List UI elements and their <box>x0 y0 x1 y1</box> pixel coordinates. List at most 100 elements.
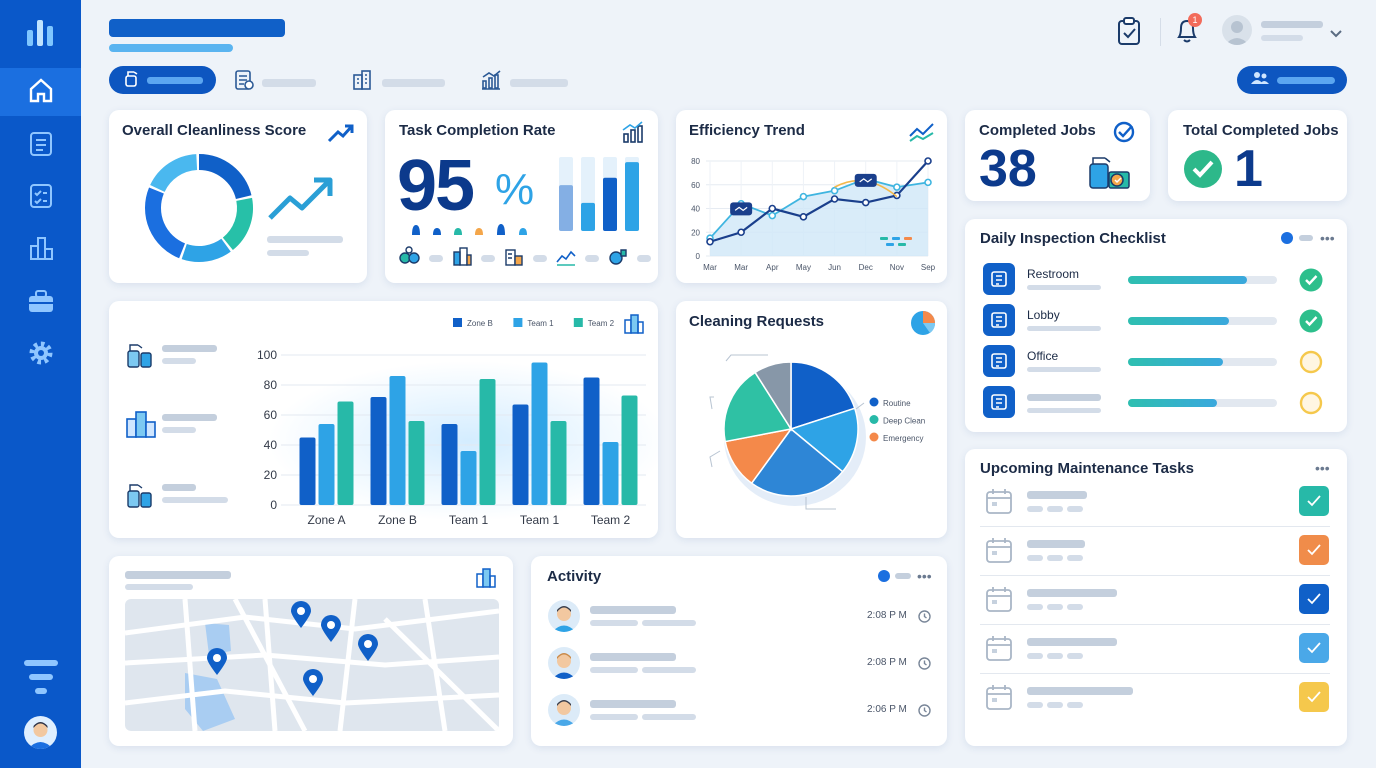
metric-label <box>162 484 196 491</box>
completion-bars <box>559 157 639 231</box>
task-title <box>1027 589 1117 597</box>
checklist-row[interactable] <box>965 386 1347 422</box>
filter-icon[interactable] <box>23 658 59 703</box>
site-map[interactable] <box>125 599 499 731</box>
sidebar-item-checklist[interactable] <box>0 173 81 221</box>
check-circle-icon[interactable] <box>1299 268 1323 297</box>
progress-track <box>1128 399 1277 407</box>
more-icon[interactable]: ••• <box>1320 230 1335 246</box>
maintenance-task-row[interactable] <box>965 485 1347 534</box>
maintenance-task-row[interactable] <box>965 534 1347 583</box>
briefcase-icon <box>27 288 55 319</box>
pending-circle-icon[interactable] <box>1299 350 1323 379</box>
series-point <box>737 228 745 237</box>
map-pin-icon[interactable] <box>303 669 323 702</box>
task-action-icon[interactable] <box>1299 584 1329 614</box>
donut-segment <box>145 187 186 259</box>
more-icon[interactable]: ••• <box>1315 460 1330 476</box>
user-avatar[interactable] <box>1222 15 1252 45</box>
maintenance-task-row[interactable] <box>965 681 1347 730</box>
sidebar-item-settings[interactable] <box>0 331 81 379</box>
office-icon <box>503 246 525 271</box>
sidebar-item-facilities[interactable] <box>0 226 81 274</box>
bell-icon[interactable] <box>1174 14 1202 51</box>
task-action-icon[interactable] <box>1299 486 1329 516</box>
building-icon <box>125 409 157 444</box>
pending-circle-icon[interactable] <box>1299 391 1323 420</box>
checklist-row[interactable]: Restroom <box>965 263 1347 299</box>
progress-fill <box>1128 317 1230 325</box>
legend-swatch <box>898 243 906 246</box>
check-circle-icon[interactable] <box>1299 309 1323 338</box>
tab-overview[interactable] <box>109 66 216 94</box>
checklist-row[interactable]: Office <box>965 345 1347 381</box>
more-icon[interactable]: ••• <box>917 568 932 584</box>
map-pin-icon[interactable] <box>321 615 341 648</box>
activity-item[interactable]: 2:08 P M <box>531 600 947 640</box>
avatar[interactable] <box>24 716 57 749</box>
clipboard-check-icon[interactable] <box>1116 16 1142 51</box>
card-title: Efficiency Trend <box>689 122 805 139</box>
tab-reports[interactable] <box>234 69 316 96</box>
pager-dot[interactable] <box>1299 235 1313 241</box>
bar <box>531 362 548 505</box>
tab-analytics[interactable] <box>480 69 568 96</box>
map-pin-icon[interactable] <box>207 648 227 681</box>
y-tick-label: 20 <box>264 468 278 482</box>
sidebar-item-home[interactable] <box>0 68 81 116</box>
progress-fill <box>1128 276 1248 284</box>
spray-bottle-icon <box>125 479 155 514</box>
maintenance-task-row[interactable] <box>965 632 1347 681</box>
series-point <box>799 192 808 201</box>
metric-label <box>162 414 217 421</box>
activity-time: 2:06 P M <box>867 704 907 715</box>
pager-dot-active[interactable] <box>1281 232 1293 244</box>
activity-item[interactable]: 2:06 P M <box>531 694 947 734</box>
task-action-icon[interactable] <box>1299 633 1329 663</box>
card-title: Task Completion Rate <box>399 122 556 139</box>
team-button[interactable] <box>1237 66 1347 94</box>
completion-bar <box>603 177 617 231</box>
pie-slice <box>789 407 859 473</box>
pie-slice <box>790 361 856 431</box>
completion-bar <box>581 202 595 231</box>
pie-chart-icon <box>910 310 936 341</box>
task-action-icon[interactable] <box>1299 535 1329 565</box>
legend-label: Team 2 <box>588 319 615 328</box>
user-role <box>1261 35 1303 41</box>
legend-swatch <box>573 318 583 327</box>
x-tick-label: Zone A <box>307 513 345 527</box>
inspection-checklist-card: Daily Inspection Checklist ••• Restroom … <box>965 219 1347 432</box>
tab-facilities[interactable] <box>352 69 445 96</box>
card-title: Cleaning Requests <box>689 313 825 330</box>
score-sublabel <box>267 250 309 256</box>
task-title <box>1027 540 1085 548</box>
chevron-down-icon[interactable] <box>1330 25 1342 43</box>
activity-item[interactable]: 2:08 P M <box>531 647 947 687</box>
series-area <box>710 178 928 256</box>
building-icon <box>352 69 374 96</box>
restroom-icon <box>983 263 1015 295</box>
bar <box>389 376 406 505</box>
legend-swatch <box>904 237 912 240</box>
calendar-icon <box>985 487 1013 520</box>
sidebar-item-tasks[interactable] <box>0 121 81 169</box>
pie-slice <box>754 361 792 432</box>
chart-icon <box>480 69 502 96</box>
map-pin-icon[interactable] <box>291 601 311 634</box>
x-tick-label: Mar <box>734 263 748 272</box>
avatar <box>548 600 580 632</box>
checklist-row[interactable]: Lobby <box>965 304 1347 340</box>
task-action-icon[interactable] <box>1299 682 1329 712</box>
user-name <box>1261 21 1323 28</box>
x-tick-label: Team 1 <box>520 513 560 527</box>
maintenance-task-row[interactable] <box>965 583 1347 632</box>
gear-icon <box>27 339 55 372</box>
pager-dot[interactable] <box>895 573 911 579</box>
sidebar-item-jobs[interactable] <box>0 279 81 327</box>
trend-line-icon <box>908 120 936 147</box>
building-icon <box>623 313 645 340</box>
series-point <box>830 195 839 203</box>
map-pin-icon[interactable] <box>358 634 378 667</box>
pager-dot-active[interactable] <box>878 570 890 582</box>
